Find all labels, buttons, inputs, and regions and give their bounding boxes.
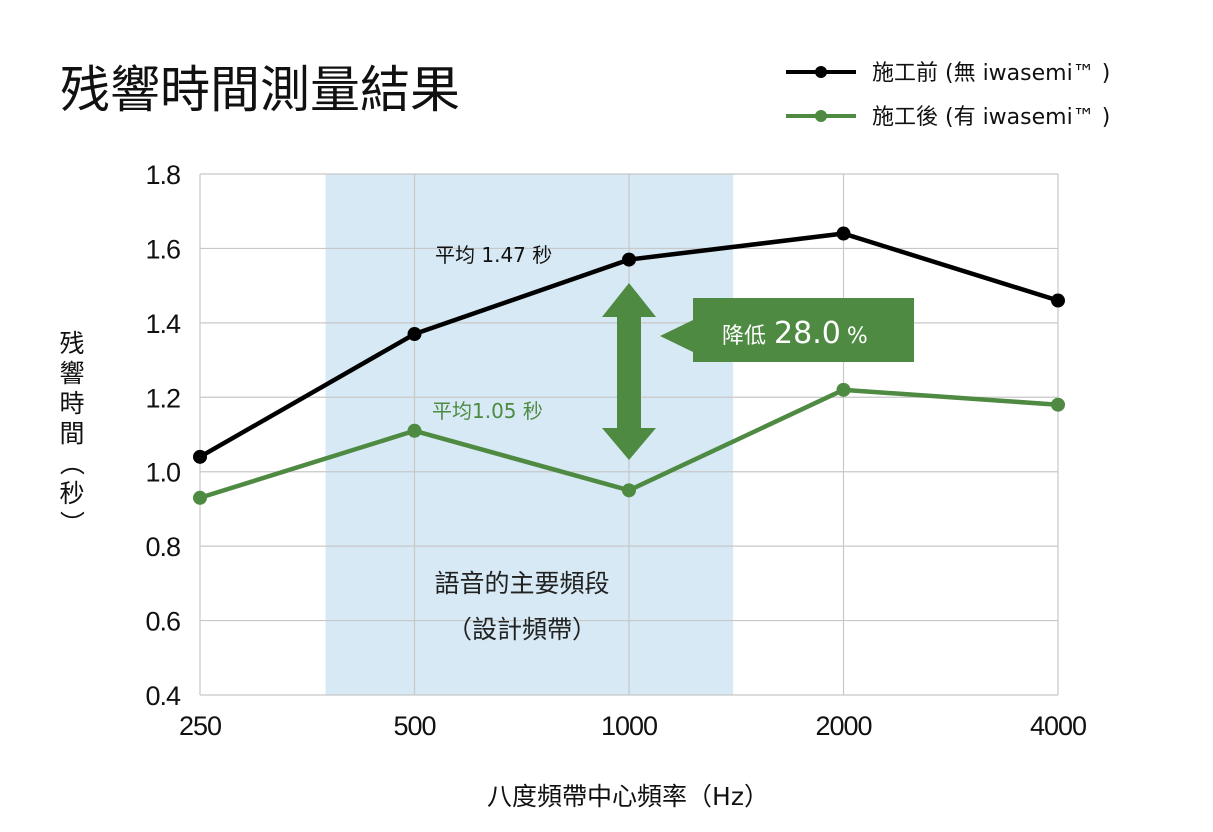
reduction-unit: % — [847, 324, 868, 349]
data-point-before — [1051, 293, 1065, 308]
x-axis-ticks: 250 500 1000 2000 4000 — [179, 711, 1087, 741]
data-point-before — [622, 252, 636, 267]
y-tick-label: 1.2 — [145, 383, 180, 413]
legend: 施工前 (無 iwasemi™ ) 施工後 (有 iwasemi™ ) — [786, 61, 1110, 130]
data-point-before — [836, 226, 851, 241]
series-layer — [193, 226, 1065, 505]
y-tick-label: 1.8 — [145, 160, 180, 190]
legend-label-before: 施工前 (無 iwasemi™ ) — [872, 61, 1110, 86]
reduction-prefix: 降低 — [722, 324, 766, 349]
data-point-after — [407, 423, 422, 438]
y-axis-ticks: 0.4 0.6 0.8 1.0 1.2 1.4 1.6 1.8 — [145, 160, 182, 711]
reduction-value: 28.0 — [774, 316, 841, 351]
data-point-after — [836, 382, 851, 397]
reduction-callout — [660, 298, 914, 362]
x-axis-label: 八度頻帶中心頻率（Hz） — [487, 782, 769, 811]
y-tick-label: 0.6 — [145, 607, 180, 637]
x-tick-label: 500 — [393, 711, 435, 741]
y-tick-label: 0.4 — [145, 681, 181, 711]
design-band-label: （設計頻帶） — [447, 615, 597, 644]
y-axis-label-char: 時 — [59, 389, 84, 418]
data-point-after — [193, 490, 207, 505]
y-axis-label-char: ） — [57, 510, 86, 535]
x-tick-label: 4000 — [1030, 711, 1086, 741]
y-tick-label: 1.0 — [145, 458, 180, 488]
y-axis-label-char: （ — [57, 450, 86, 475]
reduction-double-arrow-icon — [602, 283, 656, 460]
y-tick-label: 0.8 — [145, 532, 180, 562]
x-tick-label: 250 — [179, 711, 221, 741]
reduction-callout-text: 降低 28.0% — [722, 316, 868, 351]
legend-marker-before — [815, 66, 827, 78]
y-axis-label: 残響時間（ 秒） — [57, 329, 86, 536]
chart-title: 残響時間測量結果 — [60, 61, 460, 119]
data-point-before — [193, 449, 207, 464]
y-axis-label-char: 秒 — [59, 479, 84, 508]
y-tick-label: 1.6 — [145, 234, 180, 264]
average-after-label: 平均1.05 秒 — [432, 399, 543, 423]
speech-band-label: 語音的主要頻段 — [434, 569, 609, 598]
data-point-after — [1051, 397, 1065, 412]
legend-label-after: 施工後 (有 iwasemi™ ) — [872, 105, 1110, 130]
y-axis-label-char: 響 — [59, 359, 84, 388]
data-point-after — [622, 483, 636, 498]
y-tick-label: 1.4 — [145, 309, 181, 339]
y-axis-label-char: 残 — [59, 329, 84, 358]
x-tick-label: 1000 — [601, 711, 657, 741]
speech-band-highlight — [325, 174, 734, 695]
y-axis-label-char: 間 — [59, 419, 84, 448]
average-before-label: 平均 1.47 秒 — [435, 243, 552, 267]
x-tick-label: 2000 — [815, 711, 871, 741]
data-point-before — [407, 327, 422, 342]
legend-marker-after — [815, 110, 827, 122]
